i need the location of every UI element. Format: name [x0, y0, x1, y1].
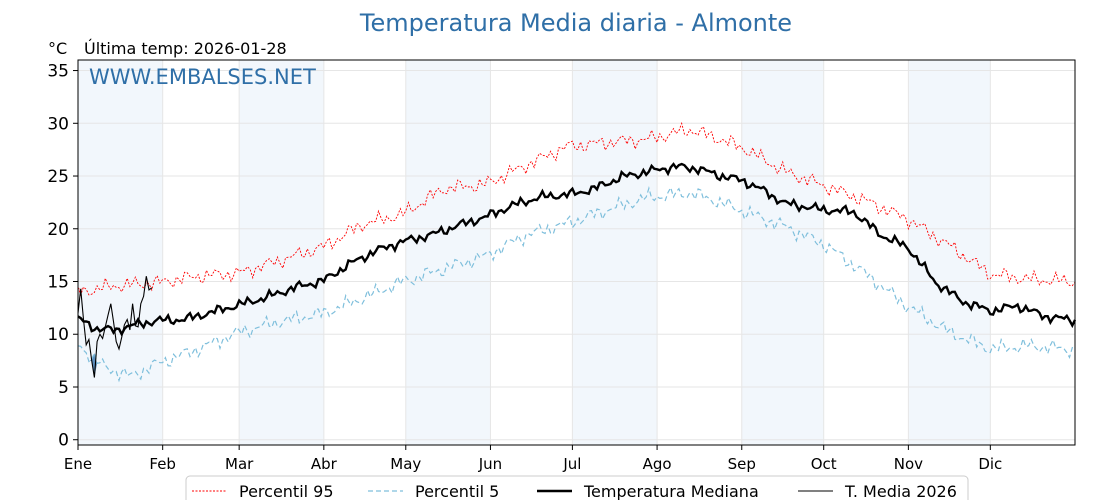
xtick-label-Feb: Feb — [149, 455, 176, 473]
xtick-label-Mar: Mar — [225, 455, 254, 473]
xtick-label-Sep: Sep — [728, 455, 756, 473]
xtick-label-Jun: Jun — [478, 455, 502, 473]
ytick-label-25: 25 — [47, 167, 69, 187]
ytick-label-30: 30 — [47, 114, 69, 134]
series-temperatura-mediana — [77, 162, 1077, 337]
ytick-label-0: 0 — [58, 431, 69, 451]
legend-label-0: Percentil 95 — [239, 482, 334, 500]
month-shade-Jul — [572, 60, 658, 445]
x-axis-ticks: Ene Feb Mar Abr May Jun Jul Ago Sep Oct Nov Dic — [64, 445, 1002, 473]
legend-label-1: Percentil 5 — [415, 482, 499, 500]
anomaly-fills — [78, 276, 152, 381]
fill-below-p5 — [78, 345, 152, 381]
series-lines — [77, 121, 1077, 383]
month-shade-Nov — [908, 60, 991, 445]
xtick-label-May: May — [390, 455, 421, 473]
series-percentil-95 — [77, 121, 1076, 297]
ytick-label-5: 5 — [58, 378, 69, 398]
xtick-label-Dic: Dic — [978, 455, 1002, 473]
y-axis-ticks: 0 5 10 15 20 25 30 35 — [47, 62, 78, 451]
month-shade-Mar — [239, 60, 324, 445]
month-shade-Ene — [78, 60, 163, 445]
chart-title: Temperatura Media diaria - Almonte — [359, 9, 792, 37]
ytick-label-20: 20 — [47, 220, 69, 240]
legend: Percentil 95 Percentil 5 Temperatura Media… — [185, 475, 969, 500]
month-shading — [78, 60, 991, 445]
legend-label-3: T. Media 2026 — [844, 482, 957, 500]
ytick-label-15: 15 — [47, 273, 69, 293]
ytick-label-35: 35 — [47, 62, 69, 82]
xtick-label-Nov: Nov — [894, 455, 923, 473]
xtick-label-Ago: Ago — [643, 455, 672, 473]
ytick-label-10: 10 — [47, 325, 69, 345]
series-t-media-2026 — [77, 276, 153, 378]
legend-label-2: Temperatura Mediana — [583, 482, 759, 500]
month-shade-May — [405, 60, 491, 445]
xtick-label-Abr: Abr — [311, 455, 338, 473]
legend-box — [185, 475, 969, 500]
y-axis-unit: °C — [48, 39, 67, 58]
series-percentil-5 — [77, 186, 1076, 383]
xtick-label-Jul: Jul — [562, 455, 581, 473]
xtick-label-Oct: Oct — [811, 455, 837, 473]
last-temp-label: Última temp: 2026-01-28 — [84, 39, 287, 58]
month-shade-Sep — [741, 60, 824, 445]
watermark-text: WWW.EMBALSES.NET — [89, 65, 316, 89]
plot-frame — [77, 59, 1076, 446]
xtick-label-Ene: Ene — [64, 455, 92, 473]
